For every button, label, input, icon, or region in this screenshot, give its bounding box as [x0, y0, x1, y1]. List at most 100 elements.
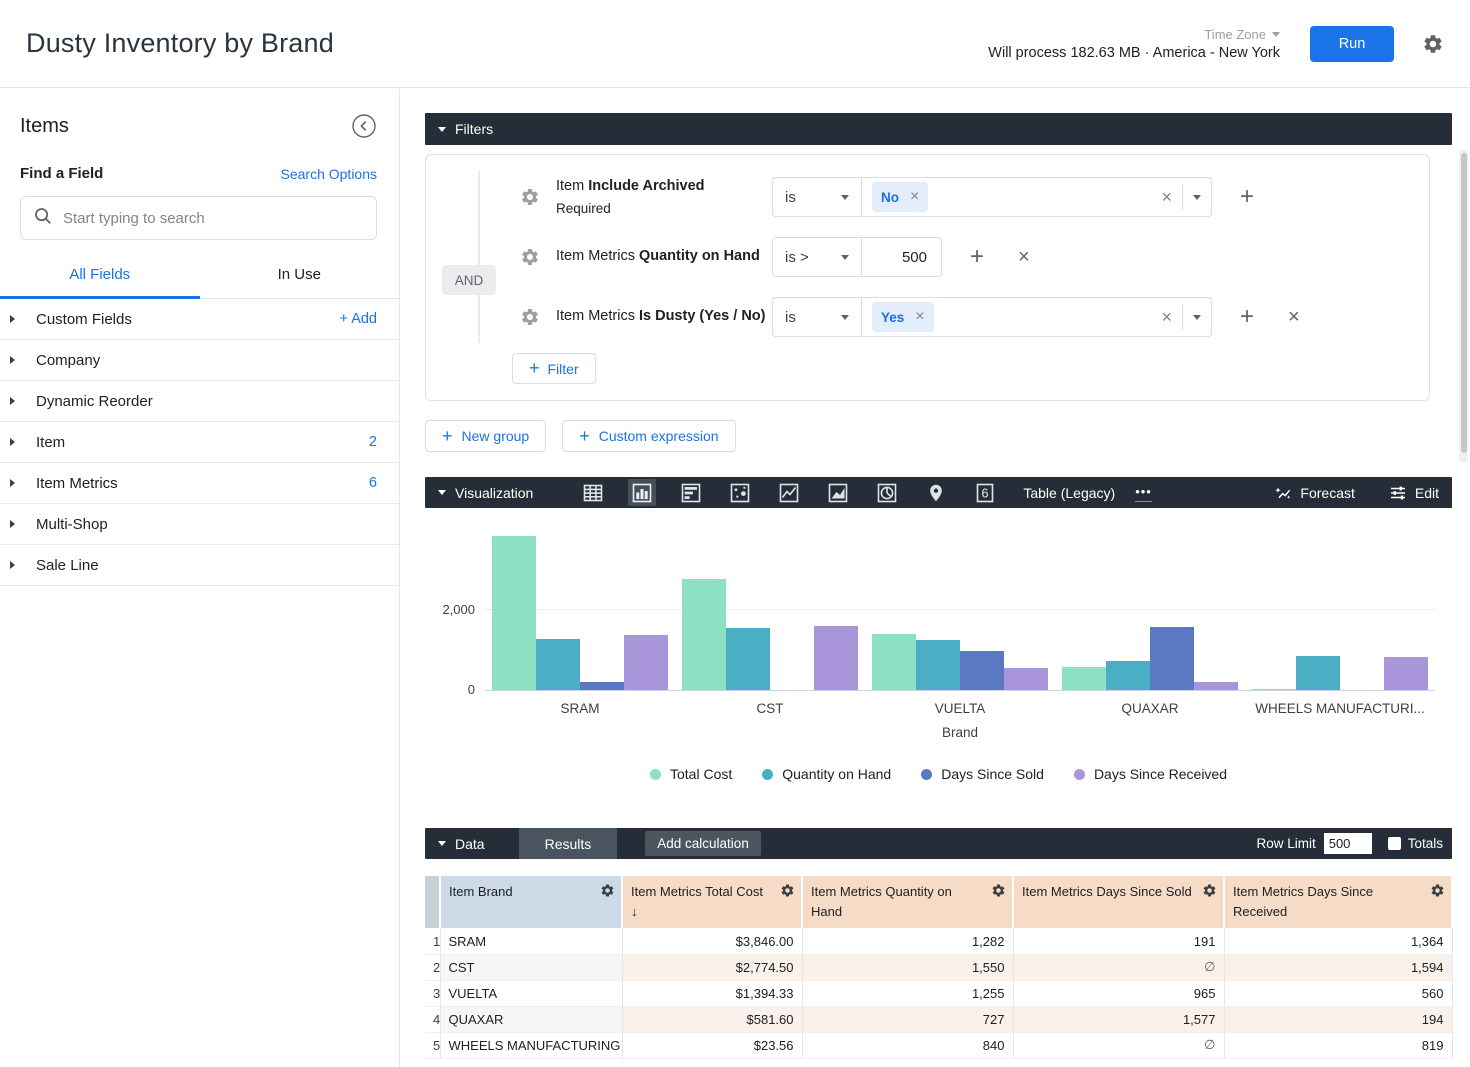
- data-section-header[interactable]: Data Results Add calculation Row Limit T…: [425, 828, 1452, 859]
- cell-value[interactable]: 1,550: [802, 954, 1013, 980]
- filter-operator-select[interactable]: is: [772, 177, 862, 217]
- cell-brand[interactable]: QUAXAR: [440, 1006, 622, 1032]
- table-grid-viz-icon[interactable]: [579, 479, 607, 506]
- forecast-button[interactable]: Forecast: [1274, 484, 1354, 502]
- column-header-item-metrics-days-since-received[interactable]: Item Metrics Days Since Received: [1224, 876, 1452, 928]
- add-value-icon[interactable]: +: [1240, 185, 1254, 209]
- add-value-icon[interactable]: +: [970, 245, 984, 269]
- filters-section-header[interactable]: Filters: [425, 113, 1452, 145]
- add-calculation-button[interactable]: Add calculation: [645, 831, 761, 856]
- cell-value[interactable]: $581.60: [622, 1006, 802, 1032]
- bar-wheels-manufacturing-total-cost[interactable]: [1252, 689, 1296, 690]
- remove-filter-icon[interactable]: ×: [1018, 247, 1030, 267]
- bar-sram-days-since-received[interactable]: [624, 635, 668, 690]
- add-value-icon[interactable]: +: [1240, 305, 1254, 329]
- cell-value[interactable]: $2,774.50: [622, 954, 802, 980]
- bar-cst-total-cost[interactable]: [682, 579, 726, 690]
- totals-checkbox[interactable]: [1388, 837, 1401, 850]
- bar-chart-viz-icon[interactable]: [677, 479, 705, 506]
- expand-arrow-icon[interactable]: [10, 479, 26, 487]
- cell-value[interactable]: 965: [1013, 980, 1224, 1006]
- expand-arrow-icon[interactable]: [10, 315, 26, 323]
- expand-arrow-icon[interactable]: [10, 438, 26, 446]
- search-options-link[interactable]: Search Options: [281, 166, 378, 182]
- legend-item-total-cost[interactable]: Total Cost: [650, 766, 732, 782]
- add-custom-field-link[interactable]: + Add: [340, 311, 378, 327]
- column-gear-icon[interactable]: [1430, 883, 1445, 904]
- bar-cst-days-since-received[interactable]: [814, 626, 858, 690]
- clear-value-icon[interactable]: ×: [1161, 308, 1172, 326]
- column-header-item-metrics-days-since-sold[interactable]: Item Metrics Days Since Sold: [1013, 876, 1224, 928]
- time-zone-selector[interactable]: Time Zone: [988, 27, 1280, 42]
- bar-quaxar-days-since-received[interactable]: [1194, 682, 1238, 690]
- viz-type-label[interactable]: Table (Legacy): [1023, 485, 1115, 501]
- filter-operator-select[interactable]: is >: [772, 237, 862, 277]
- remove-filter-icon[interactable]: ×: [1288, 307, 1300, 327]
- filter-gear-icon[interactable]: [520, 187, 540, 207]
- column-chart-viz-icon[interactable]: [628, 479, 656, 506]
- sidebar-item-multi-shop[interactable]: Multi-Shop: [0, 504, 399, 545]
- expand-arrow-icon[interactable]: [10, 561, 26, 569]
- legend-item-quantity-on-hand[interactable]: Quantity on Hand: [762, 766, 891, 782]
- column-header-item-metrics-quantity-on-hand[interactable]: Item Metrics Quantity on Hand: [802, 876, 1013, 928]
- expand-arrow-icon[interactable]: [10, 356, 26, 364]
- bar-vuelta-total-cost[interactable]: [872, 634, 916, 690]
- column-gear-icon[interactable]: [1202, 883, 1217, 904]
- chip-remove-icon[interactable]: ×: [915, 308, 924, 326]
- bar-quaxar-quantity-on-hand[interactable]: [1106, 661, 1150, 690]
- legend-item-days-since-received[interactable]: Days Since Received: [1074, 766, 1227, 782]
- new-group-button[interactable]: +New group: [425, 420, 546, 452]
- sidebar-item-sale-line[interactable]: Sale Line: [0, 545, 399, 586]
- filter-value-box[interactable]: Yes× ×: [862, 297, 1212, 337]
- column-header-item-metrics-total-cost[interactable]: Item Metrics Total Cost ↓: [622, 876, 802, 928]
- collapse-sidebar-icon[interactable]: [351, 113, 377, 139]
- cell-value[interactable]: 1,364: [1224, 928, 1452, 954]
- cell-value[interactable]: 1,594: [1224, 954, 1452, 980]
- cell-value[interactable]: $3,846.00: [622, 928, 802, 954]
- scrollbar-thumb[interactable]: [1461, 153, 1467, 453]
- value-dropdown-icon[interactable]: [1193, 195, 1201, 200]
- settings-gear-icon[interactable]: [1422, 33, 1444, 55]
- cell-value[interactable]: 840: [802, 1032, 1013, 1058]
- bar-vuelta-days-since-received[interactable]: [1004, 668, 1048, 690]
- cell-value[interactable]: 1,577: [1013, 1006, 1224, 1032]
- column-gear-icon[interactable]: [991, 883, 1006, 904]
- edit-viz-button[interactable]: Edit: [1389, 484, 1439, 502]
- tab-all-fields[interactable]: All Fields: [0, 266, 200, 299]
- bar-vuelta-quantity-on-hand[interactable]: [916, 640, 960, 690]
- cell-value[interactable]: 727: [802, 1006, 1013, 1032]
- clear-value-icon[interactable]: ×: [1161, 188, 1172, 206]
- cell-value[interactable]: $23.56: [622, 1032, 802, 1058]
- bar-vuelta-days-since-sold[interactable]: [960, 651, 1004, 690]
- line-chart-viz-icon[interactable]: [775, 479, 803, 506]
- row-limit-input[interactable]: [1324, 833, 1372, 854]
- bar-quaxar-days-since-sold[interactable]: [1150, 627, 1194, 690]
- bar-sram-total-cost[interactable]: [492, 536, 536, 690]
- sidebar-item-company[interactable]: Company: [0, 340, 399, 381]
- cell-value[interactable]: 1,255: [802, 980, 1013, 1006]
- and-operator-pill[interactable]: AND: [442, 265, 496, 295]
- cell-value[interactable]: ∅: [1013, 954, 1224, 980]
- pie-chart-viz-icon[interactable]: [873, 479, 901, 506]
- filter-value-input[interactable]: 500: [862, 237, 942, 277]
- value-dropdown-icon[interactable]: [1193, 315, 1201, 320]
- results-tab[interactable]: Results: [519, 828, 618, 859]
- bar-sram-days-since-sold[interactable]: [580, 682, 624, 690]
- search-input[interactable]: [63, 210, 364, 227]
- cell-brand[interactable]: WHEELS MANUFACTURING: [440, 1032, 622, 1058]
- cell-value[interactable]: 1,282: [802, 928, 1013, 954]
- sidebar-item-custom-fields[interactable]: Custom Fields+ Add: [0, 299, 399, 340]
- legend-item-days-since-sold[interactable]: Days Since Sold: [921, 766, 1044, 782]
- column-gear-icon[interactable]: [780, 883, 795, 904]
- custom-expression-button[interactable]: +Custom expression: [562, 420, 735, 452]
- cell-brand[interactable]: CST: [440, 954, 622, 980]
- bar-cst-quantity-on-hand[interactable]: [726, 628, 770, 690]
- cell-value[interactable]: 191: [1013, 928, 1224, 954]
- chip-remove-icon[interactable]: ×: [910, 188, 919, 206]
- visualization-section-header[interactable]: Visualization 6 Table (Legacy) ••• Forec…: [425, 477, 1452, 508]
- cell-value[interactable]: ∅: [1013, 1032, 1224, 1058]
- filter-value-box[interactable]: No× ×: [862, 177, 1212, 217]
- sidebar-item-item[interactable]: Item2: [0, 422, 399, 463]
- single-value-viz-icon[interactable]: 6: [971, 479, 999, 506]
- bar-wheels-manufacturing-quantity-on-hand[interactable]: [1296, 656, 1340, 690]
